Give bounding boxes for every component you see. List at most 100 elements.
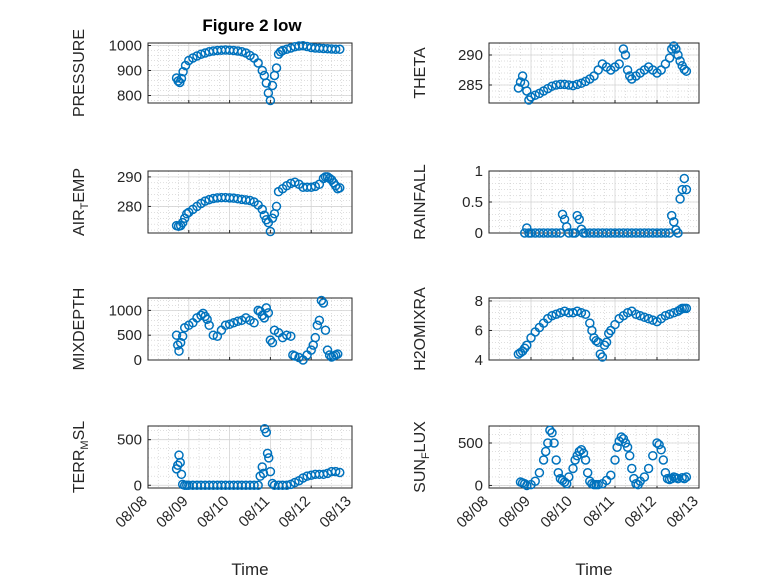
data-point [233, 316, 243, 327]
axes-border-1 [488, 42, 700, 104]
data-point [568, 80, 578, 91]
data-point [318, 469, 329, 480]
data-point [561, 222, 572, 232]
data-point [267, 337, 278, 348]
y-tick-label: 6 [475, 322, 483, 339]
subplot-2: 280 290 AIRTEMP [71, 168, 353, 237]
data-point [597, 352, 608, 362]
data-point [601, 337, 612, 348]
data-point [312, 320, 323, 331]
y-tick-label: 800 [117, 88, 142, 105]
data-point [173, 460, 183, 470]
data-point [572, 306, 582, 317]
data-point [675, 305, 685, 315]
axes-border-4 [147, 297, 353, 361]
data-point [263, 308, 274, 318]
data-point [654, 439, 664, 450]
data-point [681, 184, 692, 195]
data-point [237, 47, 247, 57]
data-point [620, 50, 631, 60]
data-point [519, 479, 530, 489]
data-point [606, 470, 616, 481]
data-point [306, 182, 316, 192]
data-point [271, 63, 282, 73]
data-point [551, 228, 561, 238]
data-point [675, 56, 685, 66]
data-point [286, 331, 296, 341]
y-tick-label: 285 [458, 77, 483, 94]
x-tick-label: 08/11 [235, 493, 273, 531]
data-point [513, 83, 524, 93]
data-point [173, 340, 183, 350]
figure-title: Figure 2 low [202, 16, 302, 35]
data-point [267, 213, 278, 223]
data-point [261, 427, 272, 438]
ylabel-5: H2OMIXRA [412, 287, 429, 371]
data-point [253, 58, 263, 68]
ylabel-1: THETA [412, 47, 429, 99]
data-point [275, 47, 286, 57]
data-point [614, 59, 624, 69]
y-tick-label: 500 [458, 435, 483, 452]
data-point [265, 466, 276, 477]
data-point [261, 78, 272, 88]
x-tick-label: 08/12 [621, 493, 660, 532]
y-tick-label: 0 [475, 225, 483, 242]
data-point [681, 472, 692, 482]
axes-border-2 [147, 170, 353, 234]
data-point [547, 81, 557, 91]
y-tick-label: 500 [117, 327, 142, 344]
data-point [264, 453, 274, 463]
data-point [643, 463, 654, 474]
data-point [660, 228, 671, 238]
data-point [267, 478, 278, 489]
data-point [335, 183, 345, 193]
data-point [681, 66, 692, 76]
y-tick-label: 1 [475, 163, 483, 180]
data-point [648, 450, 658, 461]
ylabel-4: MIXDEPTH [71, 288, 88, 371]
data-point [547, 310, 557, 321]
data-point [660, 310, 671, 321]
axes-border-0 [147, 42, 353, 104]
xlabel-7: Time [575, 560, 612, 579]
data-point [574, 446, 585, 457]
subplot-0: 800 900 1000 PRESSURE [71, 29, 353, 117]
data-point [627, 463, 637, 474]
data-point [176, 73, 187, 84]
data-point [624, 450, 635, 461]
data-point [261, 303, 272, 313]
data-point [290, 351, 300, 361]
data-point [281, 330, 292, 340]
data-point [318, 298, 329, 308]
data-point [175, 337, 186, 348]
subplot-1: 285 290 THETA [412, 41, 700, 105]
data-point [652, 438, 662, 448]
x-tick-label: 08/13 [663, 493, 702, 532]
subplot-7: 0 500 SUNFLUX 08/08 08/09 08/10 08/11 08/12 08/1… [412, 421, 702, 579]
data-point [553, 467, 564, 478]
data-point [564, 472, 574, 482]
data-point [265, 95, 276, 106]
y-tick-label: 8 [475, 293, 483, 310]
data-point [320, 325, 331, 335]
subplot-5: 4 6 8 H2OMIXRA [412, 287, 700, 371]
data-point [220, 320, 231, 331]
data-point [639, 312, 650, 322]
data-point [245, 195, 255, 206]
data-point [178, 67, 188, 77]
y-tick-label: 4 [475, 352, 483, 369]
data-point [267, 80, 278, 91]
data-point [612, 442, 622, 452]
y-tick-label: 280 [117, 198, 142, 215]
subplot-3: 0 0.5 1 RAINFALL [412, 163, 700, 242]
x-tick-label: 08/10 [194, 493, 233, 532]
data-point [673, 50, 683, 60]
data-point [568, 463, 578, 474]
data-point [522, 480, 532, 491]
data-point [176, 469, 187, 480]
data-point [658, 455, 669, 465]
data-point [335, 44, 345, 54]
data-point [534, 467, 545, 478]
data-point [208, 330, 219, 340]
